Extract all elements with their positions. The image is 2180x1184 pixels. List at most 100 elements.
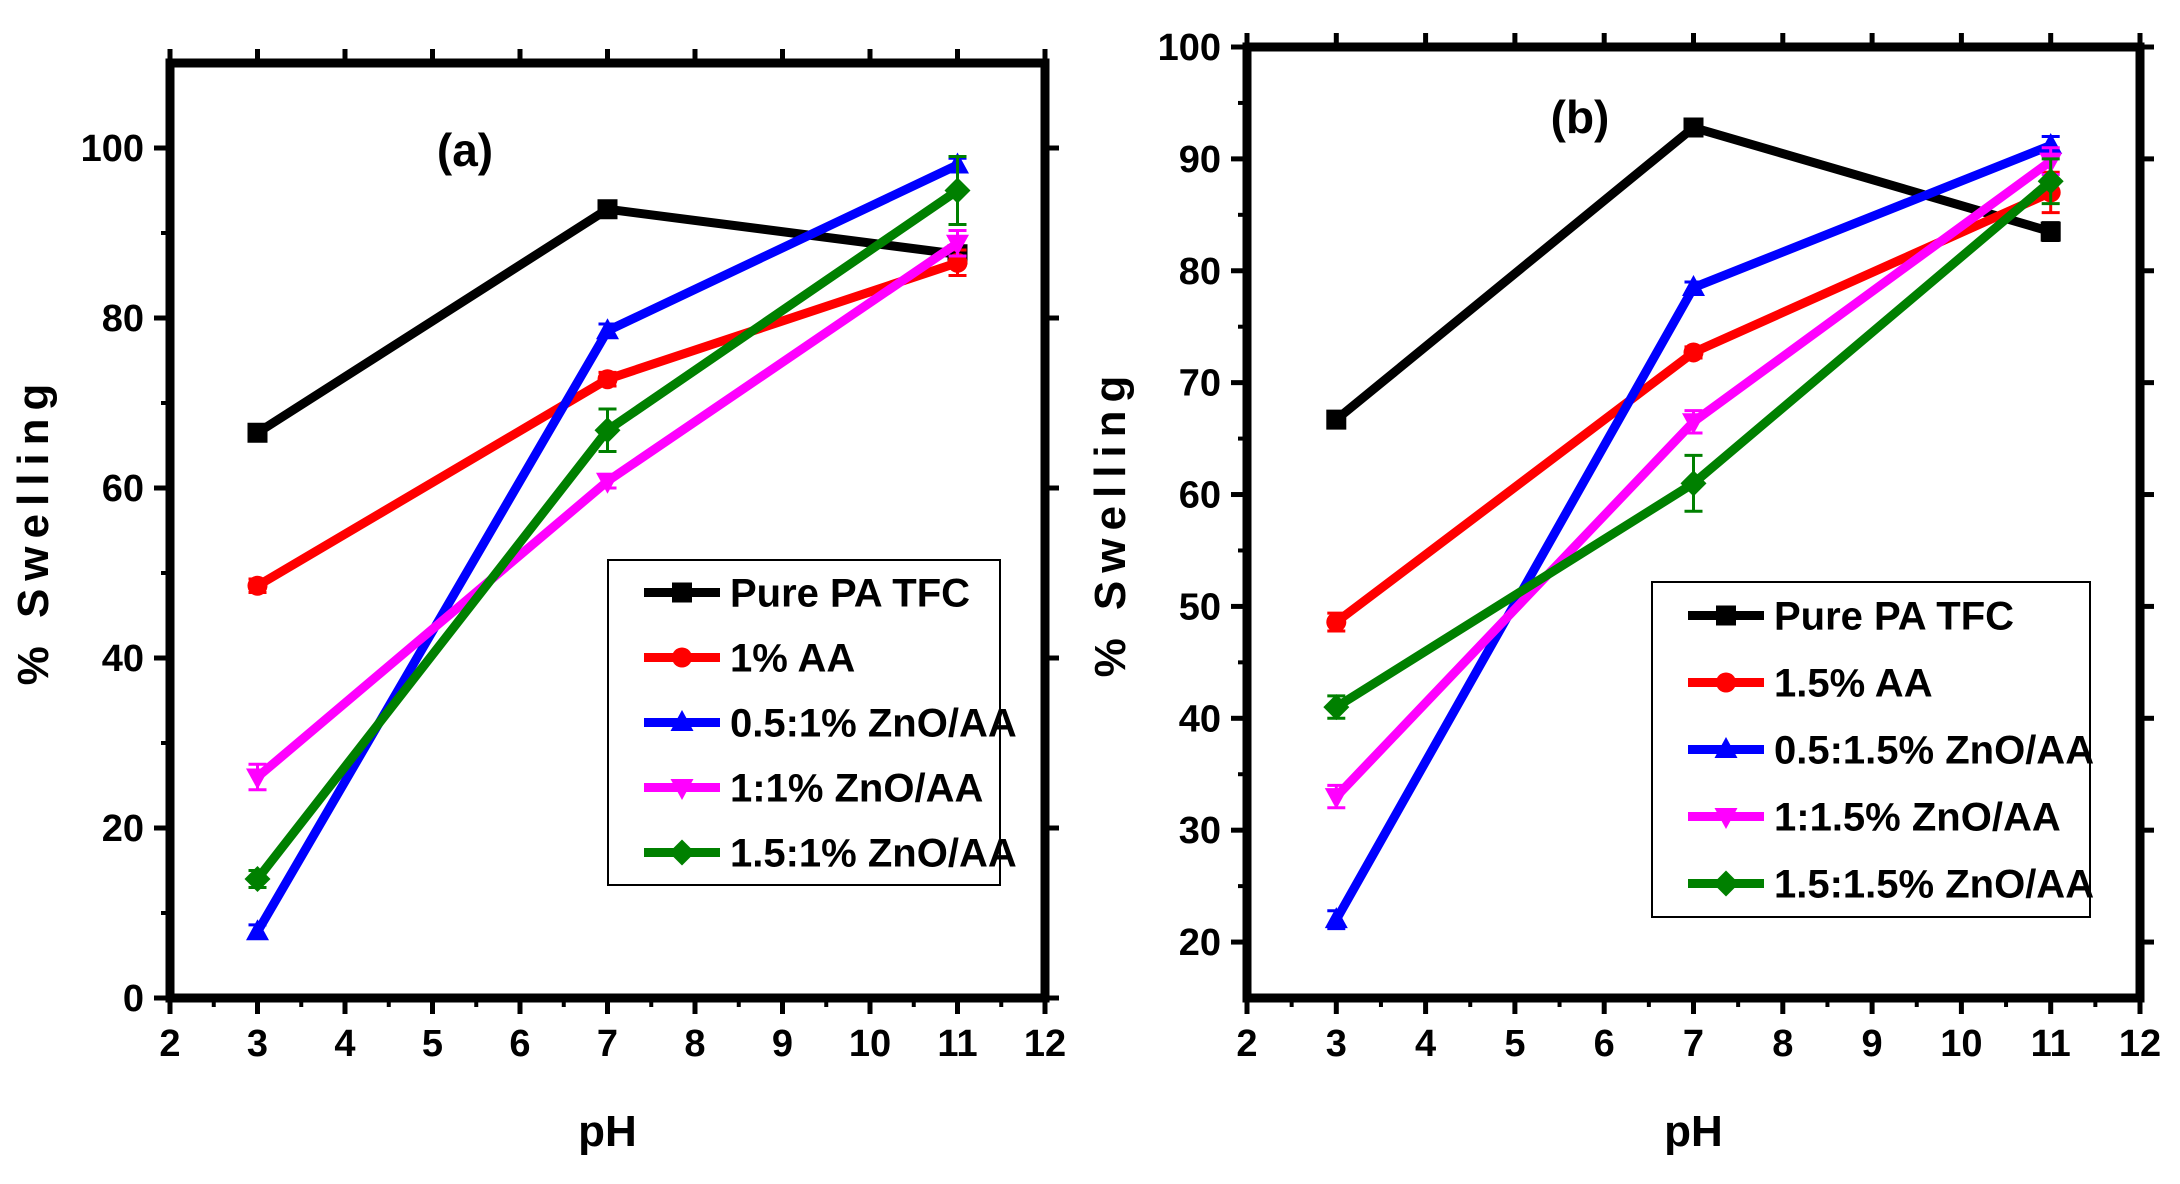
data-point	[596, 318, 619, 340]
x-tick-label: 6	[1594, 1023, 1615, 1065]
y-tick-label: 100	[1158, 27, 1221, 69]
legend-label: 1:1% ZnO/AA	[730, 767, 983, 811]
x-tick-label: 10	[849, 1023, 891, 1065]
data-point	[1682, 413, 1705, 435]
data-point	[1326, 612, 1347, 633]
y-tick-label: 70	[1179, 363, 1221, 405]
legend-label: 1:1.5% ZnO/AA	[1774, 796, 2061, 840]
y-tick-label: 80	[102, 298, 144, 340]
series-line	[1333, 188, 2053, 626]
series-1-5-1-zno-aa	[244, 155, 971, 892]
legend-swatch-marker	[1714, 808, 1738, 829]
x-axis-label: pH	[1664, 1107, 1723, 1156]
legend-label: 1% AA	[730, 637, 855, 681]
legend-swatch-marker	[672, 647, 692, 668]
series-1-5-aa	[1326, 170, 2061, 633]
x-tick-label: 9	[772, 1023, 793, 1065]
chart-panel-b: 2 3 4 5 6 7 8 9 10 11 12 20 30 40 50 60 70 80 90 100 pH % Swe…	[1086, 27, 2161, 1156]
data-point	[596, 472, 619, 494]
legend-label: 1.5:1% ZnO/AA	[730, 832, 1017, 876]
data-point	[1682, 275, 1705, 297]
data-point	[2037, 168, 2064, 195]
x-tick-label: 3	[1326, 1023, 1347, 1065]
data-point	[944, 177, 971, 204]
data-point	[1324, 907, 1348, 929]
data-point	[2040, 221, 2061, 242]
series-1-aa	[247, 248, 968, 596]
data-point	[247, 575, 268, 596]
series-1-5-1-5-zno-aa	[1323, 157, 2064, 721]
legend-swatch-marker	[1714, 737, 1738, 758]
y-tick-label: 0	[123, 978, 144, 1020]
x-tick-label: 5	[1504, 1023, 1525, 1065]
data-point	[597, 199, 618, 220]
data-point	[1324, 788, 1348, 810]
data-point	[244, 866, 271, 892]
y-tick-label: 80	[1179, 251, 1221, 293]
legend-swatch-marker	[670, 710, 694, 731]
x-tick-label: 4	[334, 1023, 355, 1065]
panel-label: (a)	[437, 124, 493, 176]
data-point	[594, 417, 621, 444]
legend-label: 1.5:1.5% ZnO/AA	[1774, 863, 2094, 907]
data-point	[247, 422, 268, 443]
legend-swatch-marker	[1716, 672, 1736, 693]
legend-label: Pure PA TFC	[730, 572, 970, 616]
legend: Pure PA TFC 1% AA 0.5:1% ZnO/AA 1:1% ZnO/AA…	[607, 559, 1017, 886]
legend-swatch-marker	[1716, 605, 1736, 626]
series-pure-pa-tfc	[1326, 117, 2061, 430]
x-tick-label: 10	[1940, 1023, 1982, 1065]
y-tick-label: 30	[1179, 810, 1221, 852]
x-tick-label: 3	[247, 1023, 268, 1065]
y-tick-label: 60	[102, 468, 144, 510]
x-tick-label: 11	[2031, 1023, 2071, 1065]
legend-swatch-marker	[669, 839, 695, 866]
data-point	[1683, 117, 1704, 138]
legend: Pure PA TFC 1.5% AA 0.5:1.5% ZnO/AA 1:1.5% …	[1651, 581, 2094, 918]
y-tick-label: 40	[102, 638, 144, 680]
x-tick-label: 2	[1236, 1023, 1257, 1065]
chart-panel-a: 2 3 4 5 6 7 8 9 10 11 12 0 20 40 60 80 100 pH % Swelling (a…	[9, 49, 1066, 1156]
x-tick-label: 9	[1862, 1023, 1883, 1065]
legend-swatch-marker	[1713, 870, 1739, 897]
data-point	[246, 768, 269, 790]
x-tick-label: 2	[159, 1023, 180, 1065]
y-tick-label: 40	[1179, 698, 1221, 740]
data-point	[246, 919, 269, 941]
data-point	[1680, 470, 1707, 497]
x-tick-label: 8	[684, 1023, 705, 1065]
x-tick-label: 7	[1683, 1023, 1704, 1065]
y-tick-label: 20	[1179, 922, 1221, 964]
x-tick-label: 12	[1024, 1023, 1066, 1065]
data-point	[1683, 342, 1704, 363]
y-tick-label: 100	[81, 128, 144, 170]
x-tick-label: 11	[937, 1023, 977, 1065]
y-axis-label: % Swelling	[9, 376, 58, 686]
legend-label: 0.5:1% ZnO/AA	[730, 702, 1017, 746]
legend-label: 1.5% AA	[1774, 662, 1933, 706]
legend-label: Pure PA TFC	[1774, 595, 2014, 639]
x-tick-label: 8	[1772, 1023, 1793, 1065]
x-tick-label: 4	[1415, 1023, 1436, 1065]
data-point	[947, 252, 968, 273]
x-axis-label: pH	[578, 1107, 637, 1156]
legend-swatch-marker	[672, 582, 692, 603]
y-tick-label: 50	[1179, 586, 1221, 628]
y-tick-label: 60	[1179, 475, 1221, 517]
legend-label: 0.5:1.5% ZnO/AA	[1774, 729, 2094, 773]
x-tick-label: 7	[597, 1023, 618, 1065]
data-point	[1326, 409, 1347, 430]
y-axis-label: % Swelling	[1086, 368, 1135, 678]
legend-swatch-marker	[670, 779, 694, 800]
x-tick-label: 12	[2119, 1023, 2161, 1065]
x-tick-label: 6	[509, 1023, 530, 1065]
series-1-1-zno-aa	[246, 228, 969, 792]
y-tick-label: 20	[102, 808, 144, 850]
data-point	[946, 234, 969, 256]
data-point	[1323, 694, 1350, 721]
y-tick-label: 90	[1179, 139, 1221, 181]
data-point	[597, 369, 618, 390]
x-tick-label: 5	[422, 1023, 443, 1065]
panel-label: (b)	[1551, 91, 1610, 143]
